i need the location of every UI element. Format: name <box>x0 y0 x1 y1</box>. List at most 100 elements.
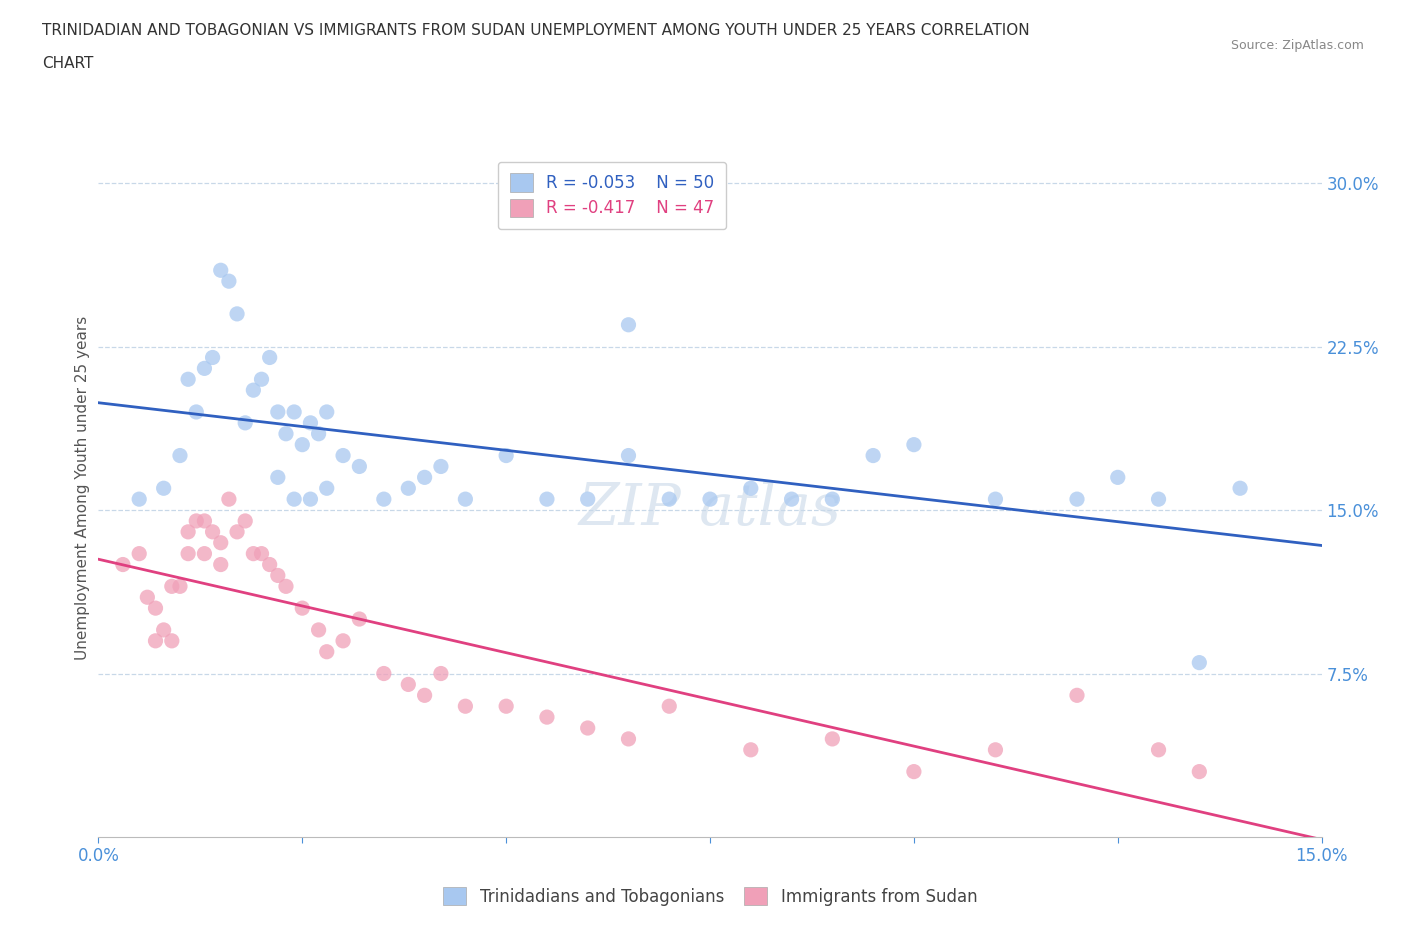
Point <box>283 405 305 419</box>
Point <box>349 459 371 474</box>
Point <box>373 492 395 507</box>
Point <box>617 448 640 463</box>
Point <box>454 698 477 713</box>
Point <box>536 710 558 724</box>
Point <box>373 666 395 681</box>
Point <box>617 732 640 747</box>
Point <box>349 612 371 627</box>
Point <box>299 416 322 431</box>
Point <box>169 578 191 593</box>
Point <box>201 350 224 365</box>
Point <box>152 481 174 496</box>
Point <box>1066 492 1088 507</box>
Point <box>291 601 314 616</box>
Point <box>1147 492 1170 507</box>
Point <box>128 546 150 561</box>
Point <box>576 721 599 736</box>
Point <box>780 492 803 507</box>
Point <box>201 525 224 539</box>
Point <box>259 557 281 572</box>
Point <box>536 492 558 507</box>
Point <box>152 622 174 637</box>
Point <box>315 405 337 419</box>
Point <box>430 666 453 681</box>
Point <box>274 578 297 593</box>
Point <box>128 492 150 507</box>
Point <box>413 470 436 485</box>
Point <box>413 688 436 703</box>
Point <box>169 448 191 463</box>
Point <box>274 426 297 441</box>
Point <box>903 764 925 779</box>
Point <box>186 405 208 419</box>
Legend: Trinidadians and Tobagonians, Immigrants from Sudan: Trinidadians and Tobagonians, Immigrants… <box>436 881 984 912</box>
Point <box>454 492 477 507</box>
Point <box>160 633 183 648</box>
Point <box>1188 764 1211 779</box>
Point <box>1066 688 1088 703</box>
Point <box>617 317 640 332</box>
Point <box>233 513 256 528</box>
Point <box>283 492 305 507</box>
Point <box>250 546 273 561</box>
Point <box>177 546 200 561</box>
Point <box>740 742 762 757</box>
Point <box>267 568 290 583</box>
Y-axis label: Unemployment Among Youth under 25 years: Unemployment Among Youth under 25 years <box>75 316 90 660</box>
Text: TRINIDADIAN AND TOBAGONIAN VS IMMIGRANTS FROM SUDAN UNEMPLOYMENT AMONG YOUTH UND: TRINIDADIAN AND TOBAGONIAN VS IMMIGRANTS… <box>42 23 1029 38</box>
Point <box>218 492 240 507</box>
Point <box>699 492 721 507</box>
Point <box>576 492 599 507</box>
Point <box>145 601 167 616</box>
Point <box>193 361 215 376</box>
Point <box>242 546 264 561</box>
Point <box>233 416 256 431</box>
Point <box>193 546 215 561</box>
Point <box>267 470 290 485</box>
Point <box>177 525 200 539</box>
Point <box>259 350 281 365</box>
Text: Source: ZipAtlas.com: Source: ZipAtlas.com <box>1230 39 1364 52</box>
Point <box>1147 742 1170 757</box>
Point <box>299 492 322 507</box>
Point <box>209 536 232 551</box>
Point <box>495 448 517 463</box>
Point <box>218 273 240 288</box>
Text: CHART: CHART <box>42 56 94 71</box>
Point <box>740 481 762 496</box>
Point <box>226 307 249 322</box>
Point <box>821 732 844 747</box>
Point <box>186 513 208 528</box>
Point <box>315 644 337 659</box>
Point <box>291 437 314 452</box>
Point <box>903 437 925 452</box>
Point <box>226 525 249 539</box>
Point <box>145 633 167 648</box>
Point <box>193 513 215 528</box>
Point <box>658 492 681 507</box>
Point <box>267 405 290 419</box>
Text: ZIP atlas: ZIP atlas <box>579 481 841 538</box>
Point <box>111 557 134 572</box>
Point <box>177 372 200 387</box>
Point <box>242 383 264 398</box>
Point <box>209 263 232 278</box>
Point <box>250 372 273 387</box>
Point <box>315 481 337 496</box>
Point <box>160 578 183 593</box>
Point <box>1107 470 1129 485</box>
Point <box>430 459 453 474</box>
Point <box>1229 481 1251 496</box>
Point <box>209 557 232 572</box>
Point <box>308 426 330 441</box>
Point <box>495 698 517 713</box>
Point <box>396 677 419 692</box>
Point <box>862 448 884 463</box>
Point <box>396 481 419 496</box>
Point <box>136 590 159 604</box>
Point <box>1188 656 1211 671</box>
Point <box>984 492 1007 507</box>
Point <box>332 448 354 463</box>
Point <box>984 742 1007 757</box>
Point <box>308 622 330 637</box>
